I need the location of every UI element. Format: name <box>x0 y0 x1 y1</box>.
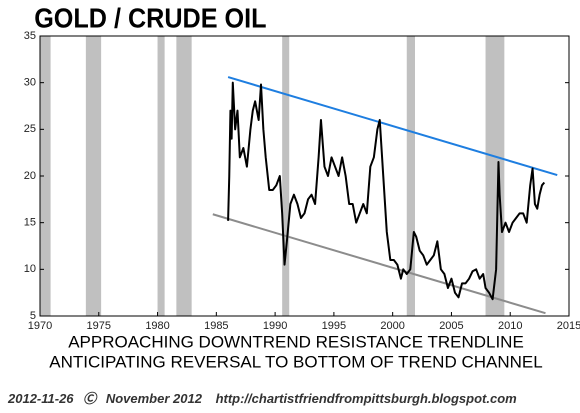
shaded-period <box>485 36 505 316</box>
x-tick-label: 1980 <box>145 320 169 332</box>
trendline <box>212 213 546 315</box>
x-tick-label: 2015 <box>557 320 580 332</box>
footer: 2012-11-26 Ⓒ November 2012 http://charti… <box>7 391 517 406</box>
shaded-period <box>176 36 192 316</box>
x-tick-label: 1975 <box>87 320 111 332</box>
footer-date: 2012-11-26 <box>7 391 74 406</box>
shaded-period <box>282 36 290 316</box>
footer-copyright: Ⓒ <box>83 391 98 406</box>
y-tick-label: 25 <box>24 123 36 135</box>
trendline <box>227 76 558 177</box>
shaded-period <box>406 36 416 316</box>
shaded-period <box>157 36 165 316</box>
x-tick-label: 1990 <box>263 320 287 332</box>
plot-border <box>39 35 570 317</box>
plot-area: 5 10 15 20 25 30 35 1970 1975 1980 1985 1990 1995 200… <box>24 30 580 332</box>
footer-url: http://chartistfriendfrompittsburgh.blog… <box>216 391 518 406</box>
shaded-period <box>40 36 51 316</box>
y-tick-label: 20 <box>24 170 36 182</box>
x-tick-label: 2000 <box>380 320 404 332</box>
annotation: ANTICIPATING REVERSAL TO BOTTOM OF TREND… <box>49 352 542 371</box>
x-tick-label: 2005 <box>439 320 463 332</box>
footer-month: November 2012 <box>106 391 203 406</box>
y-tick-label: 15 <box>24 217 36 229</box>
x-tick-label: 1995 <box>322 320 346 332</box>
data-line <box>227 81 546 301</box>
x-tick-label: 2010 <box>498 320 522 332</box>
y-tick-label: 10 <box>24 263 36 275</box>
y-tick-label: 5 <box>30 310 36 322</box>
x-tick-label: 1985 <box>204 320 228 332</box>
chart-title: GOLD / CRUDE OIL <box>34 2 266 34</box>
y-tick-label: 35 <box>24 30 36 42</box>
shaded-period <box>85 36 102 316</box>
x-tick-label: 1970 <box>28 320 52 332</box>
y-tick-label: 30 <box>24 77 36 89</box>
annotation: APPROACHING DOWNTREND RESISTANCE TRENDLI… <box>68 332 524 351</box>
